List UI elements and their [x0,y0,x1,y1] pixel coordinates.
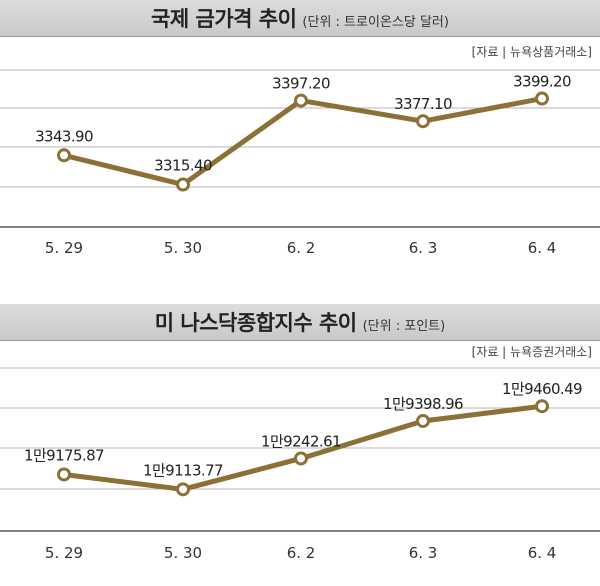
gold-data-label: 3399.20 [513,73,571,91]
gold-data-label: 3377.10 [394,95,452,113]
gold-x-tick-label: 6. 4 [528,239,557,257]
nasdaq-chart-panel: 미 나스닥종합지수 추이 (단위 : 포인트) [자료 | 뉴욕증권거래소] [0,298,600,586]
gold-data-point [176,177,190,192]
gold-data-label: 3343.90 [35,127,93,145]
gold-x-tick-label: 6. 3 [409,239,438,257]
nasdaq-data-point [176,482,190,497]
gold-chart-title-bar: 국제 금가격 추이 (단위 : 트로이온스당 달러) [0,0,600,37]
gold-data-point [57,148,71,163]
nasdaq-data-point [535,399,549,414]
nasdaq-chart-unit: (단위 : 포인트) [362,318,446,334]
nasdaq-data-point [57,467,71,482]
nasdaq-x-tick-label: 6. 3 [409,544,438,562]
nasdaq-data-label: 1만9242.61 [261,432,341,450]
nasdaq-x-tick-label: 5. 30 [164,544,202,562]
nasdaq-data-point [416,413,430,428]
gold-chart-source: [자료 | 뉴욕상품거래소] [471,45,592,59]
gold-data-point [294,93,308,108]
gold-data-point [535,91,549,106]
gold-x-tick-label: 5. 29 [45,239,83,257]
nasdaq-x-tick-label: 6. 2 [287,544,316,562]
nasdaq-x-tick-label: 5. 29 [45,544,83,562]
gold-x-tick-label: 5. 30 [164,239,202,257]
nasdaq-chart-title: 미 나스닥종합지수 추이 [154,311,357,335]
nasdaq-data-label: 1만9398.96 [383,395,463,413]
nasdaq-data-label: 1만9175.87 [24,446,104,464]
nasdaq-data-point [294,451,308,466]
gold-data-label: 3315.40 [154,157,212,175]
nasdaq-chart-title-bar: 미 나스닥종합지수 추이 (단위 : 포인트) [0,304,600,341]
nasdaq-x-tick-label: 6. 4 [528,544,557,562]
gold-chart-unit: (단위 : 트로이온스당 달러) [302,14,449,30]
gold-chart-panel: 국제 금가격 추이 (단위 : 트로이온스당 달러) [자료 | 뉴욕상품거래소… [0,0,600,290]
nasdaq-chart-source: [자료 | 뉴욕증권거래소] [471,345,592,359]
gold-series-line [61,96,545,188]
nasdaq-data-label: 1만9113.77 [143,461,223,479]
gold-data-label: 3397.20 [272,75,330,93]
gold-data-point [416,114,430,129]
gold-x-tick-label: 6. 2 [287,239,316,257]
gold-chart-title: 국제 금가격 추이 [151,7,297,31]
nasdaq-data-label: 1만9460.49 [502,380,582,398]
